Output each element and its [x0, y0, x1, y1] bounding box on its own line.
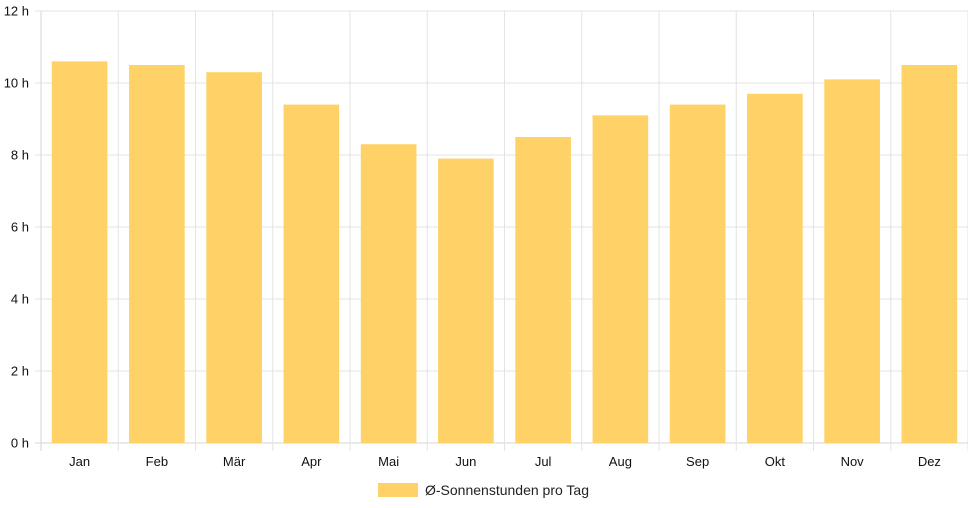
x-tick-label: Aug: [609, 454, 632, 469]
y-tick-label: 0 h: [11, 436, 29, 451]
bar-sep: [669, 104, 726, 443]
y-tick-label: 8 h: [11, 148, 29, 163]
bars-layer: [51, 61, 958, 444]
bar-jan: [51, 61, 108, 444]
x-tick-label: Jan: [69, 454, 90, 469]
bar-nov: [824, 79, 880, 444]
legend[interactable]: Ø-Sonnenstunden pro Tag: [378, 482, 589, 498]
x-tick-label: Mai: [378, 454, 399, 469]
x-tick-label: Jun: [455, 454, 476, 469]
x-tick-label: Dez: [918, 454, 941, 469]
bar-mär: [206, 72, 262, 443]
bar-feb: [129, 65, 185, 443]
y-tick-label: 12 h: [4, 4, 29, 19]
axis-layer: 0 h 2 h 4 h 6 h 8 h 10 h 12 h Jan Feb Mär Apr Mai Ju…: [4, 4, 941, 470]
x-tick-label: Nov: [841, 454, 865, 469]
x-tick-label: Apr: [301, 454, 322, 469]
x-tick-label: Sep: [686, 454, 709, 469]
y-tick-label: 10 h: [4, 76, 29, 91]
x-tick-label: Jul: [535, 454, 552, 469]
y-tick-label: 2 h: [11, 364, 29, 379]
bar-jul: [515, 137, 571, 443]
bar-jun: [438, 158, 494, 443]
grid-layer: [35, 10, 968, 451]
x-tick-label: Feb: [146, 454, 168, 469]
legend-swatch: [378, 483, 418, 497]
x-tick-label: Mär: [223, 454, 246, 469]
y-tick-label: 6 h: [11, 220, 29, 235]
x-tick-label: Okt: [765, 454, 786, 469]
bar-mai: [360, 144, 417, 443]
bar-apr: [283, 104, 340, 443]
bar-dez: [901, 65, 958, 443]
bar-okt: [747, 93, 803, 444]
y-tick-label: 4 h: [11, 292, 29, 307]
bar-aug: [592, 115, 649, 444]
legend-label: Ø-Sonnenstunden pro Tag: [425, 482, 589, 498]
